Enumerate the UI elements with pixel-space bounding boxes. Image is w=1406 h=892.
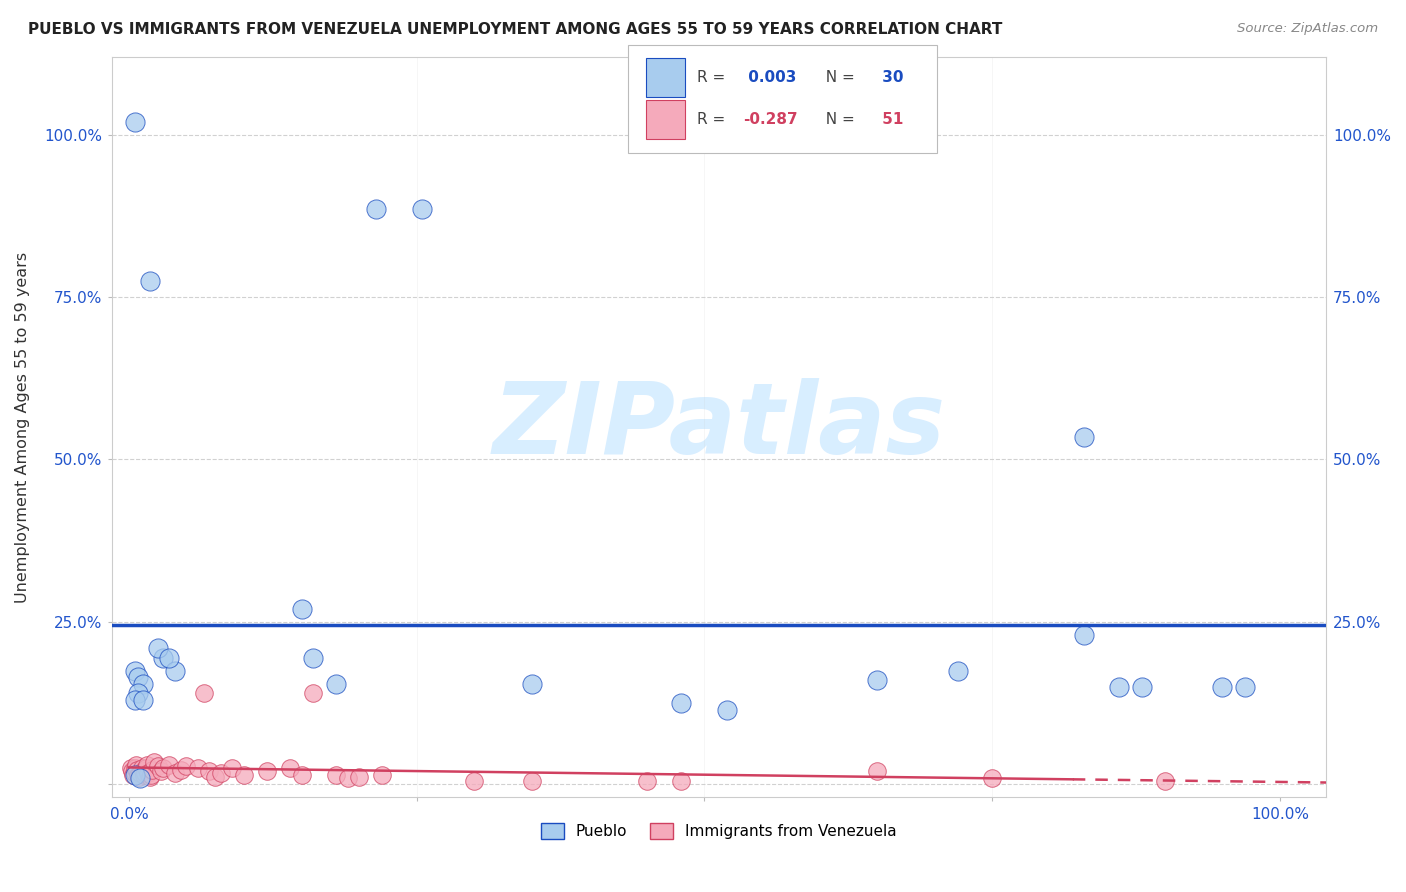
Text: 30: 30 [877,70,903,85]
Point [131,676,153,690]
Point [671,696,693,710]
Point [122,767,145,781]
Point [131,693,153,707]
Point [129,765,152,780]
Point [325,767,347,781]
Point [124,765,146,780]
Point [209,765,232,780]
Point [1130,680,1153,694]
Point [198,764,221,779]
Point [1211,680,1233,694]
Point [193,686,215,700]
FancyBboxPatch shape [645,100,685,139]
Point [278,761,301,775]
Point [138,274,160,288]
Text: 51: 51 [877,112,903,127]
Text: N =: N = [815,112,859,127]
Point [131,764,153,779]
Point [1073,628,1095,642]
Point [520,676,543,690]
Point [125,758,148,772]
Text: N =: N = [815,70,859,85]
Point [128,770,150,784]
Point [1154,774,1177,789]
Point [127,686,149,700]
Point [127,670,149,684]
Point [138,765,160,780]
Point [120,761,142,775]
Point [946,664,969,678]
Point [716,703,738,717]
Text: Source: ZipAtlas.com: Source: ZipAtlas.com [1237,22,1378,36]
Point [150,764,173,779]
Point [371,767,394,781]
Point [143,755,166,769]
Point [124,693,146,707]
FancyBboxPatch shape [645,58,685,96]
Point [366,202,388,217]
Point [411,202,433,217]
Point [146,640,169,655]
Point [176,759,198,773]
Point [152,761,174,775]
Point [187,761,209,775]
Point [124,114,146,128]
Point [520,774,543,789]
Point [129,771,152,785]
Point [671,774,693,789]
Point [127,767,149,781]
Point [981,771,1004,785]
Point [290,602,312,616]
Point [132,767,155,781]
Legend: Pueblo, Immigrants from Venezuela: Pueblo, Immigrants from Venezuela [534,817,903,846]
Point [152,650,174,665]
Point [866,764,889,779]
Point [135,761,157,775]
Point [1108,680,1130,694]
Point [170,763,193,777]
Point [139,767,162,781]
Point [1234,680,1257,694]
FancyBboxPatch shape [627,45,938,153]
Point [636,774,658,789]
Text: -0.287: -0.287 [744,112,797,127]
Point [204,770,226,784]
Text: PUEBLO VS IMMIGRANTS FROM VENEZUELA UNEMPLOYMENT AMONG AGES 55 TO 59 YEARS CORRE: PUEBLO VS IMMIGRANTS FROM VENEZUELA UNEM… [28,22,1002,37]
Text: ZIPatlas: ZIPatlas [492,378,945,475]
Point [125,763,148,777]
Point [136,758,159,772]
Point [157,650,180,665]
Point [163,664,186,678]
Point [336,771,359,785]
Point [124,767,146,781]
Point [134,765,156,780]
Y-axis label: Unemployment Among Ages 55 to 59 years: Unemployment Among Ages 55 to 59 years [15,252,30,603]
Point [157,758,180,772]
Point [221,761,243,775]
Point [138,770,160,784]
Point [146,759,169,773]
Point [1073,430,1095,444]
Point [163,765,186,780]
Point [124,761,146,775]
Point [256,764,278,779]
Point [325,676,347,690]
Point [290,767,312,781]
Point [141,763,163,777]
Point [131,761,153,775]
Point [124,664,146,678]
Point [302,686,325,700]
Point [233,767,256,781]
Text: 0.003: 0.003 [744,70,796,85]
Point [121,764,143,779]
Point [463,774,485,789]
Point [347,770,370,784]
Text: R =: R = [697,70,730,85]
Point [302,650,325,665]
Point [866,673,889,688]
Text: R =: R = [697,112,730,127]
